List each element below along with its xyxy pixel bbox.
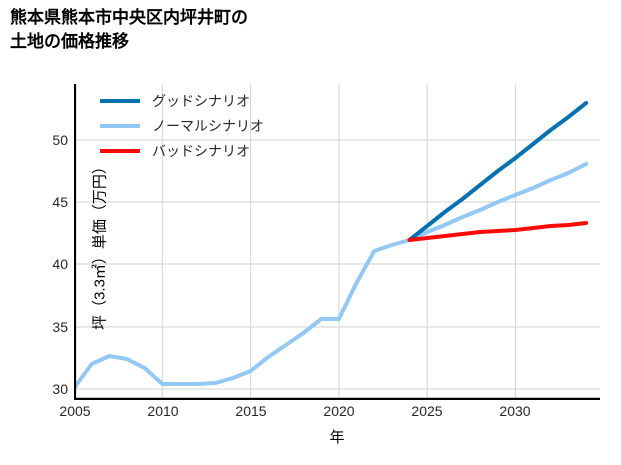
y-axis-ticks: 50 45 40 35 30 [38,84,68,400]
x-axis-title: 年 [329,429,345,446]
legend-label-good: グッドシナリオ [152,92,250,109]
x-tick-2020: 2020 [323,403,355,419]
legend-item-normal[interactable]: ノーマルシナリオ [100,113,330,138]
legend-item-good[interactable]: グッドシナリオ [100,88,330,113]
legend-swatch-bad-icon [100,148,140,153]
legend-label-bad: バッドシナリオ [152,142,250,159]
y-tick-35: 35 [52,319,68,335]
series-line-normal [74,162,589,390]
x-tick-2025: 2025 [411,403,443,419]
series-line-bad [407,221,589,242]
y-tick-30: 30 [52,381,68,397]
chart-legend: グッドシナリオ ノーマルシナリオ バッドシナリオ [100,88,330,163]
y-tick-40: 40 [52,256,68,272]
y-tick-45: 45 [52,194,68,210]
x-tick-2010: 2010 [147,403,179,419]
gridlines-horizontal [74,139,600,390]
x-tick-2005: 2005 [59,403,91,419]
legend-swatch-normal-icon [100,123,140,128]
x-axis-ticks: 2005 2010 2015 2020 2025 2030 [59,403,600,424]
plot-area: 坪（3.3㎡）単価（万円） [74,84,600,400]
x-tick-2015: 2015 [235,403,267,419]
y-tick-50: 50 [52,132,68,148]
page-title: 熊本県熊本市中央区内坪井町の 土地の価格推移 [10,8,248,52]
legend-item-bad[interactable]: バッドシナリオ [100,138,330,163]
legend-swatch-good-icon [100,98,140,103]
plot-svg [74,84,600,400]
legend-label-normal: ノーマルシナリオ [152,117,264,134]
series-line-good [407,101,589,242]
x-tick-2030: 2030 [499,403,531,419]
